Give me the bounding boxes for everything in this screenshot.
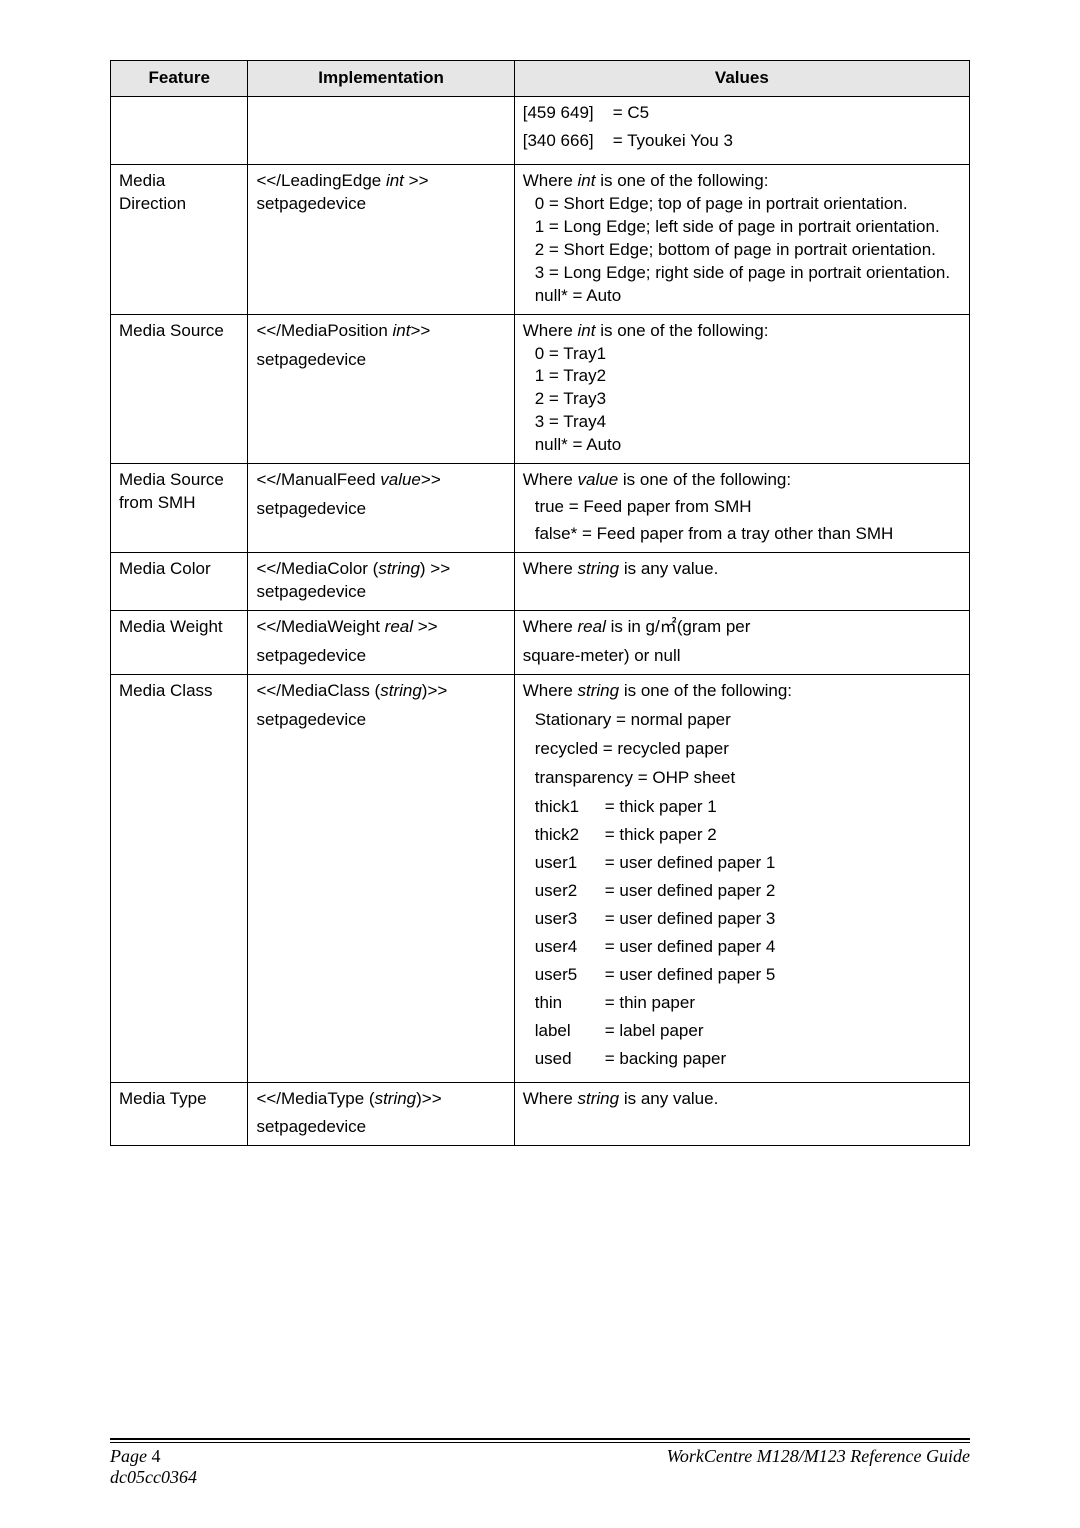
- cell-feature: Media Weight: [111, 610, 248, 674]
- cell-values: Where string is any value.: [514, 1082, 969, 1146]
- cell-impl: <</MediaClass (string)>> setpagedevice: [248, 674, 514, 1082]
- cell-feature: Media Source from SMH: [111, 464, 248, 553]
- cell-feature: Media Direction: [111, 164, 248, 314]
- th-feature: Feature: [111, 61, 248, 97]
- footer-right: WorkCentre M128/M123 Reference Guide: [667, 1446, 970, 1488]
- cell-feature: Media Source: [111, 314, 248, 464]
- cell-impl: <</ManualFeed value>> setpagedevice: [248, 464, 514, 553]
- cell-impl: <</MediaType (string)>> setpagedevice: [248, 1082, 514, 1146]
- table-row: Media Type <</MediaType (string)>> setpa…: [111, 1082, 970, 1146]
- cell-impl: <</LeadingEdge int >> setpagedevice: [248, 164, 514, 314]
- cell-values: Where int is one of the following: 0 = S…: [514, 164, 969, 314]
- footer-left: Page 4 dc05cc0364: [110, 1446, 197, 1488]
- table-row: Media Source from SMH <</ManualFeed valu…: [111, 464, 970, 553]
- feature-table: Feature Implementation Values [459 649]=…: [110, 60, 970, 1146]
- table-header-row: Feature Implementation Values: [111, 61, 970, 97]
- cell-values: Where real is in g/㎡(gram per square-met…: [514, 610, 969, 674]
- table-row: Media Class <</MediaClass (string)>> set…: [111, 674, 970, 1082]
- cell-values: [459 649]= C5 [340 666]= Tyoukei You 3: [514, 96, 969, 164]
- cell-values: Where string is any value.: [514, 553, 969, 611]
- cell-impl: <</MediaWeight real >> setpagedevice: [248, 610, 514, 674]
- table-row: Media Direction <</LeadingEdge int >> se…: [111, 164, 970, 314]
- cell-feature: Media Class: [111, 674, 248, 1082]
- page: Feature Implementation Values [459 649]=…: [0, 0, 1080, 1528]
- page-footer: Page 4 dc05cc0364 WorkCentre M128/M123 R…: [110, 1438, 970, 1488]
- cell-impl: <</MediaPosition int>> setpagedevice: [248, 314, 514, 464]
- table-row: [459 649]= C5 [340 666]= Tyoukei You 3: [111, 96, 970, 164]
- table-row: Media Color <</MediaColor (string) >> se…: [111, 553, 970, 611]
- cell-values: Where value is one of the following: tru…: [514, 464, 969, 553]
- th-values: Values: [514, 61, 969, 97]
- cell-values: Where int is one of the following: 0 = T…: [514, 314, 969, 464]
- cell-impl: <</MediaColor (string) >> setpagedevice: [248, 553, 514, 611]
- cell-impl: [248, 96, 514, 164]
- table-row: Media Weight <</MediaWeight real >> setp…: [111, 610, 970, 674]
- cell-feature: Media Color: [111, 553, 248, 611]
- cell-feature: [111, 96, 248, 164]
- cell-values: Where string is one of the following: St…: [514, 674, 969, 1082]
- table-row: Media Source <</MediaPosition int>> setp…: [111, 314, 970, 464]
- th-implementation: Implementation: [248, 61, 514, 97]
- cell-feature: Media Type: [111, 1082, 248, 1146]
